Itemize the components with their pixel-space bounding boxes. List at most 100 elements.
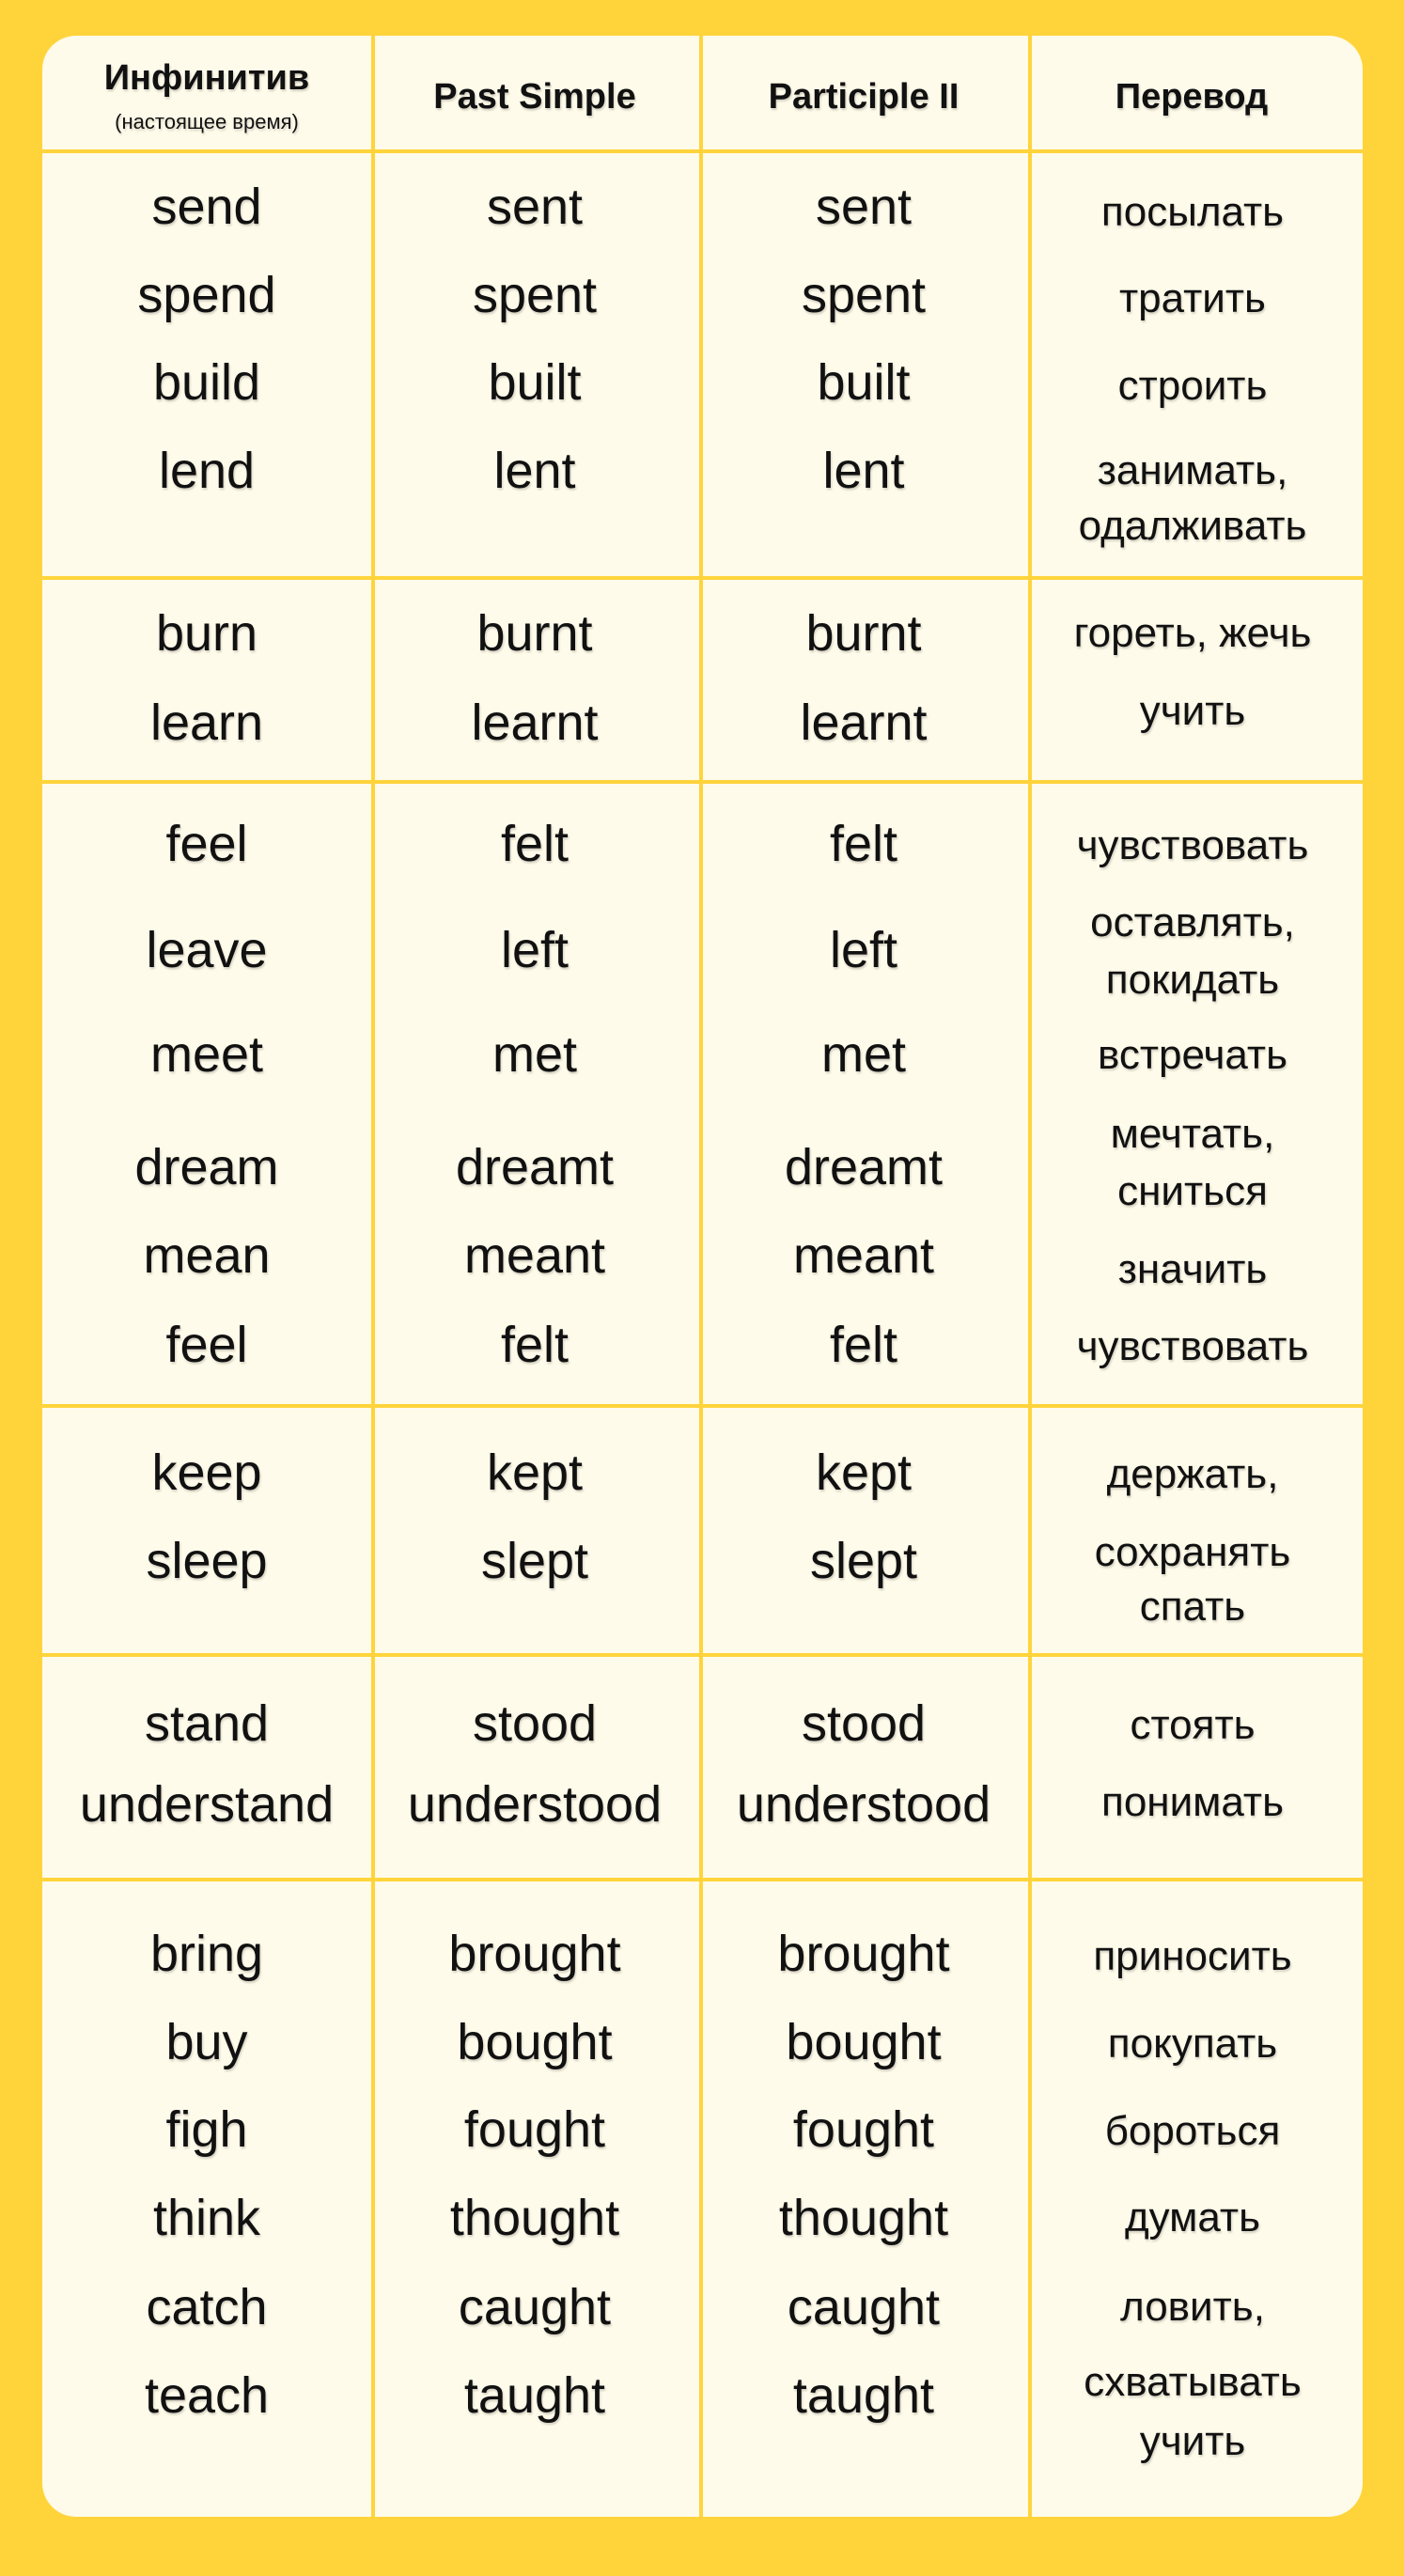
cell-past-simple: sent [486, 179, 584, 235]
cell-translation: мечтать, [1110, 1111, 1275, 1157]
cell-translation: учить [1139, 2418, 1246, 2464]
cell-past-simple: burnt [476, 605, 593, 662]
cell-infinitive: keep [151, 1444, 262, 1501]
cell-participle: bought [786, 2014, 942, 2070]
cell-infinitive: buy [165, 2014, 248, 2070]
cell-participle: built [817, 354, 911, 411]
cell-past-simple: left [500, 922, 569, 978]
cell-past-simple: felt [500, 816, 569, 872]
cell-infinitive: figh [165, 2101, 248, 2158]
cell-past-simple: caught [458, 2279, 612, 2335]
cell-translation: приносить [1093, 1933, 1292, 1979]
cell-participle: felt [829, 1317, 898, 1373]
cell-participle: meant [792, 1227, 935, 1284]
cell-past-simple: thought [449, 2190, 620, 2246]
cell-infinitive: feel [165, 816, 248, 872]
cell-translation: держать, [1106, 1451, 1279, 1497]
cell-translation: учить [1139, 688, 1246, 734]
cell-participle: understood [736, 1776, 991, 1833]
cell-participle: taught [792, 2367, 935, 2424]
cell-participle: burnt [805, 605, 922, 662]
cell-past-simple: dreamt [455, 1139, 615, 1195]
cell-infinitive: sleep [146, 1533, 268, 1589]
row-divider [42, 576, 1363, 580]
cell-translation: оставлять, [1090, 899, 1295, 945]
cell-past-simple: learnt [471, 695, 599, 751]
cell-infinitive: think [152, 2190, 261, 2246]
cell-past-simple: fought [463, 2101, 606, 2158]
cell-translation: думать [1124, 2194, 1261, 2240]
cell-translation: понимать [1100, 1779, 1285, 1825]
row-divider [42, 1404, 1363, 1408]
cell-participle: kept [815, 1444, 913, 1501]
cell-translation: тратить [1119, 275, 1266, 321]
cell-past-simple: brought [448, 1926, 621, 1982]
cell-infinitive: meet [149, 1026, 264, 1083]
cell-participle: stood [801, 1695, 927, 1752]
cell-translation: встречать [1097, 1032, 1288, 1078]
cell-translation: чувствовать [1076, 822, 1309, 868]
cell-infinitive: stand [144, 1695, 270, 1752]
cell-translation: сохранять [1094, 1529, 1291, 1575]
column-divider [371, 36, 375, 2517]
cell-infinitive: send [151, 179, 262, 235]
cell-past-simple: kept [486, 1444, 584, 1501]
irregular-verbs-table: Инфинитив (настоящее время) Past Simple … [42, 36, 1363, 2517]
cell-infinitive: teach [144, 2367, 270, 2424]
cell-translation: бороться [1104, 2108, 1281, 2154]
cell-participle: dreamt [784, 1139, 944, 1195]
cell-participle: slept [809, 1533, 918, 1589]
cell-participle: learnt [800, 695, 928, 751]
cell-infinitive: build [152, 354, 261, 411]
cell-participle: thought [778, 2190, 949, 2246]
cell-infinitive: lend [158, 443, 256, 499]
cell-participle: fought [792, 2101, 935, 2158]
header-infinitive: Инфинитив [103, 58, 310, 98]
cell-translation: гореть, жечь [1073, 610, 1312, 656]
cell-participle: spent [801, 267, 927, 323]
cell-translation: схватывать [1084, 2359, 1302, 2405]
cell-translation: чувствовать [1076, 1323, 1309, 1369]
cell-infinitive: catch [146, 2279, 268, 2335]
cell-past-simple: taught [463, 2367, 606, 2424]
cell-infinitive: understand [79, 1776, 335, 1833]
cell-past-simple: understood [407, 1776, 663, 1833]
cell-translation: покупать [1107, 2021, 1278, 2067]
row-divider [42, 149, 1363, 153]
cell-participle: felt [829, 816, 898, 872]
cell-participle: left [829, 922, 898, 978]
cell-past-simple: stood [472, 1695, 598, 1752]
cell-infinitive: learn [149, 695, 264, 751]
cell-participle: met [820, 1026, 907, 1083]
cell-past-simple: spent [472, 267, 598, 323]
cell-translation: ловить, [1120, 2284, 1265, 2330]
row-divider [42, 780, 1363, 784]
cell-translation: сниться [1117, 1168, 1268, 1214]
cell-infinitive: dream [134, 1139, 279, 1195]
cell-past-simple: bought [457, 2014, 613, 2070]
cell-translation: покидать [1105, 957, 1280, 1003]
cell-participle: sent [815, 179, 913, 235]
row-divider [42, 1653, 1363, 1657]
row-divider [42, 1878, 1363, 1881]
cell-translation: спать [1139, 1584, 1246, 1630]
cell-infinitive: spend [137, 267, 276, 323]
cell-past-simple: slept [480, 1533, 589, 1589]
cell-participle: brought [777, 1926, 950, 1982]
header-translation: Перевод [1115, 77, 1269, 117]
cell-participle: lent [822, 443, 905, 499]
cell-translation: занимать, [1097, 447, 1288, 493]
cell-infinitive: leave [146, 922, 268, 978]
header-infinitive-subtitle: (настоящее время) [115, 110, 299, 133]
column-divider [1028, 36, 1032, 2517]
cell-infinitive: mean [143, 1227, 271, 1284]
cell-past-simple: meant [463, 1227, 606, 1284]
cell-participle: caught [787, 2279, 941, 2335]
cell-infinitive: burn [155, 605, 258, 662]
header-participle: Participle II [768, 77, 959, 117]
header-past-simple: Past Simple [433, 77, 636, 117]
cell-infinitive: bring [149, 1926, 264, 1982]
cell-translation: одалживать [1078, 503, 1307, 549]
cell-translation: строить [1117, 363, 1268, 409]
cell-translation: стоять [1130, 1702, 1256, 1748]
